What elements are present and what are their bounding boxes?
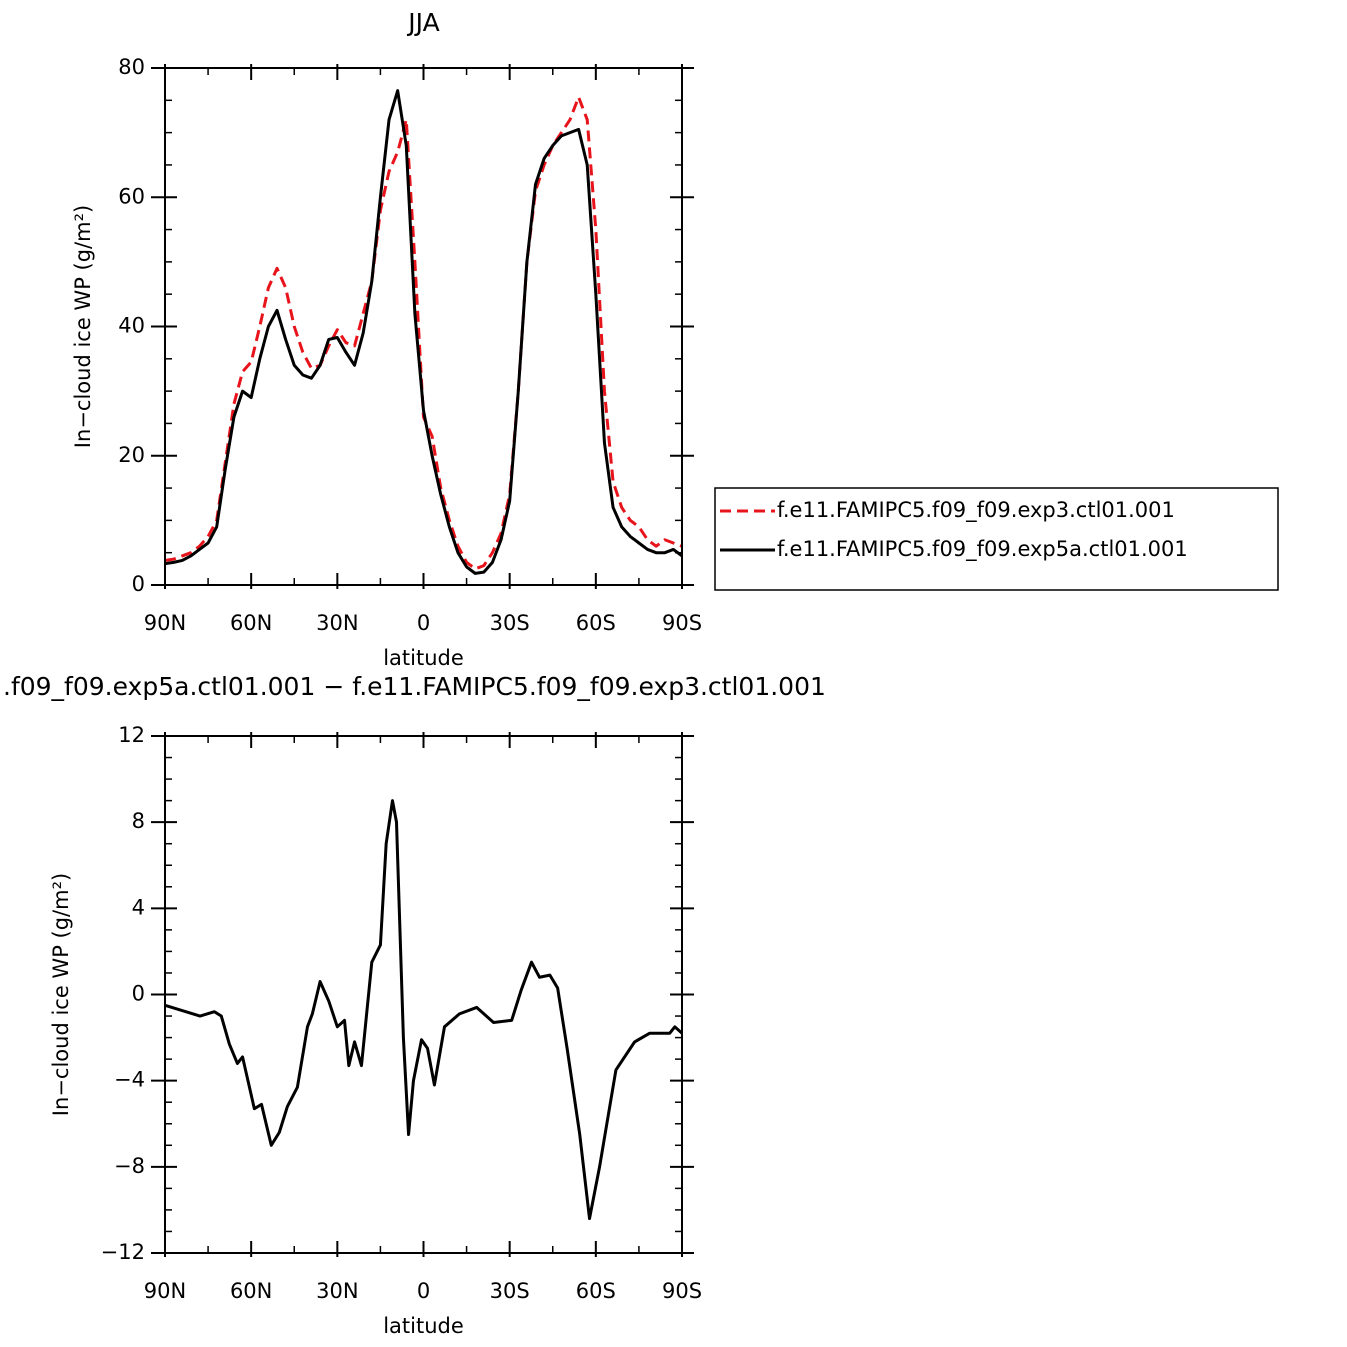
y-axis-label: In−cloud ice WP (g/m²) — [49, 873, 73, 1116]
x-tick-label: 30S — [490, 611, 530, 635]
y-tick-label: 4 — [132, 895, 145, 919]
x-tick-label: 60S — [576, 611, 616, 635]
legend-label: f.e11.FAMIPC5.f09_f09.exp5a.ctl01.001 — [777, 537, 1188, 562]
y-tick-label: 8 — [132, 809, 145, 833]
data-line — [164, 95, 683, 571]
y-tick-label: −8 — [114, 1154, 145, 1178]
chart-title: JJA — [406, 8, 439, 37]
y-tick-label: −12 — [101, 1240, 145, 1264]
x-tick-label: 30N — [316, 611, 358, 635]
chart-title: .f09_f09.exp5a.ctl01.001 − f.e11.FAMIPC5… — [3, 672, 826, 701]
y-tick-label: 40 — [118, 314, 145, 338]
y-tick-label: 60 — [118, 184, 145, 208]
y-tick-label: 0 — [132, 572, 145, 596]
plot-frame — [164, 735, 683, 1254]
x-tick-label: 0 — [417, 611, 430, 635]
x-tick-label: 30S — [490, 1279, 530, 1303]
x-tick-label: 60S — [576, 1279, 616, 1303]
x-axis-label: latitude — [383, 646, 464, 670]
legend-label: f.e11.FAMIPC5.f09_f09.exp3.ctl01.001 — [777, 498, 1175, 523]
x-tick-label: 90N — [144, 1279, 186, 1303]
plot-frame — [164, 67, 683, 586]
x-tick-label: 90N — [144, 611, 186, 635]
x-tick-label: 90S — [662, 611, 702, 635]
x-axis-label: latitude — [383, 1314, 464, 1338]
x-tick-label: 0 — [417, 1279, 430, 1303]
y-tick-label: 20 — [118, 443, 145, 467]
x-tick-label: 60N — [230, 1279, 272, 1303]
data-line — [164, 89, 683, 575]
x-tick-label: 90S — [662, 1279, 702, 1303]
legend-box — [714, 487, 1279, 591]
y-tick-label: 12 — [118, 723, 145, 747]
x-tick-label: 30N — [316, 1279, 358, 1303]
y-tick-label: 80 — [118, 55, 145, 79]
y-tick-label: 0 — [132, 982, 145, 1006]
data-line — [164, 799, 684, 1221]
y-axis-label: In−cloud ice WP (g/m²) — [71, 205, 95, 448]
x-tick-label: 60N — [230, 611, 272, 635]
y-tick-label: −4 — [114, 1068, 145, 1092]
